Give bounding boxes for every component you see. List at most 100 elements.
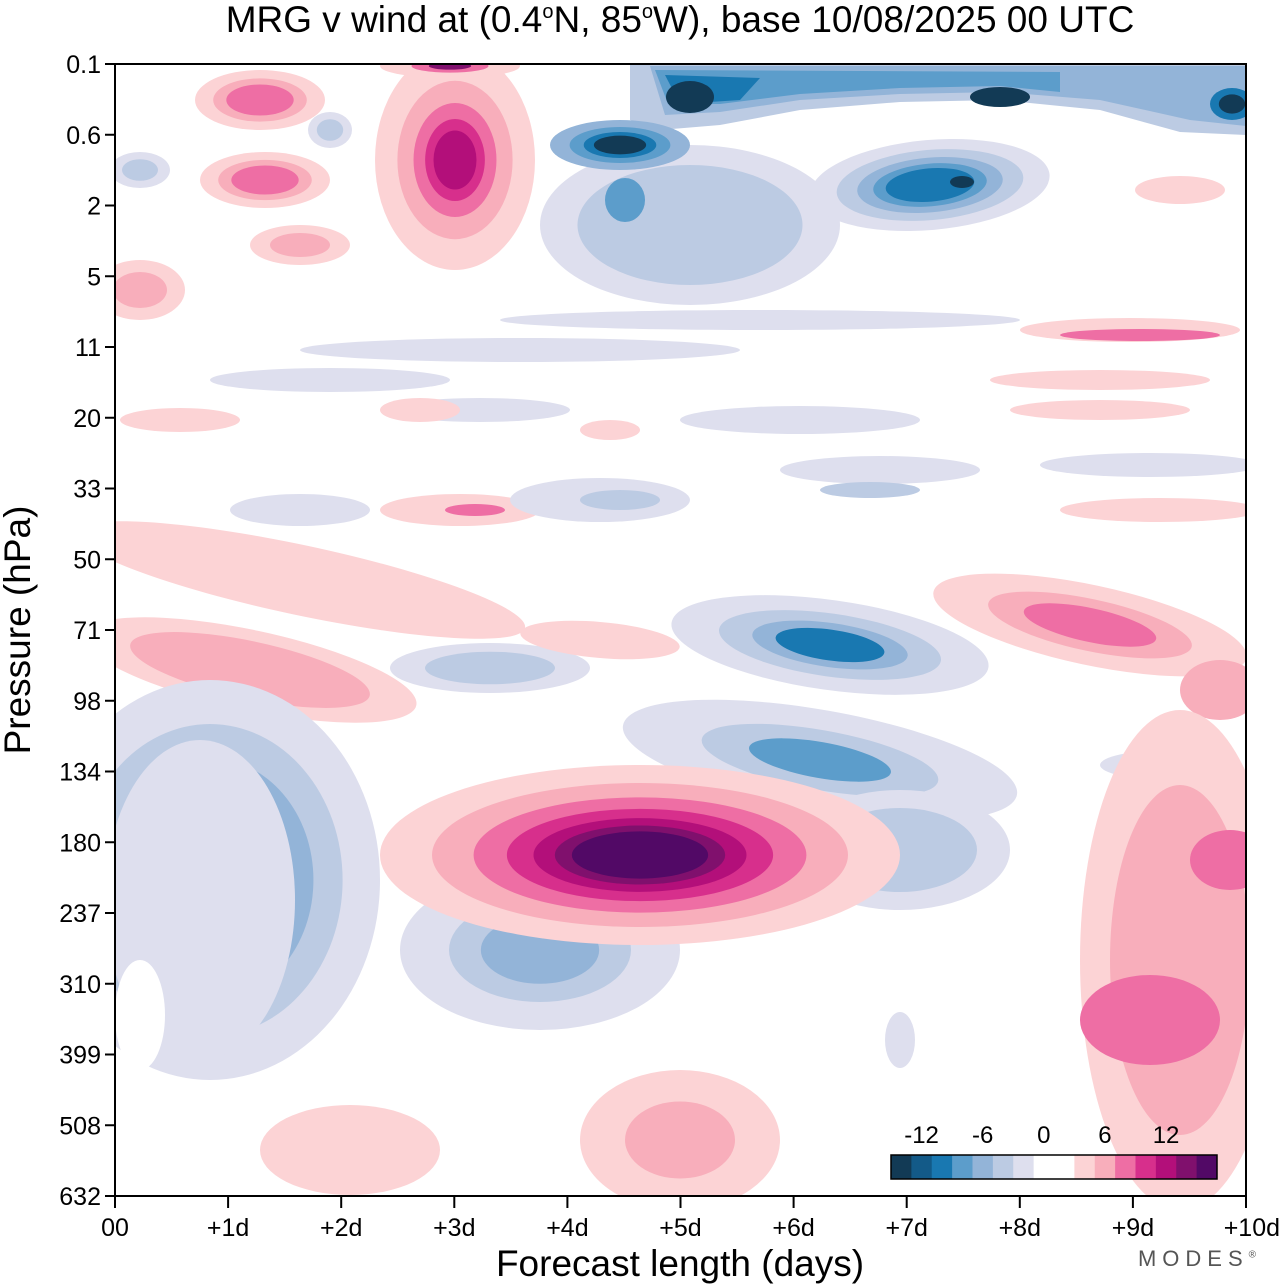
- colorbar-swatch: [891, 1155, 912, 1179]
- colorbar-swatch: [1013, 1155, 1035, 1179]
- neg-71-small-level-2: [425, 651, 555, 685]
- strat-layer-2-level-1: [500, 310, 1020, 330]
- x-tick-label: +2d: [320, 1214, 362, 1242]
- mid-upper-neg-level-2: [577, 165, 803, 285]
- strat-layer-5-level-1: [780, 456, 980, 484]
- strat-layer-4-level-1: [680, 406, 920, 434]
- pos-65-right-level-3: [1023, 603, 1157, 647]
- strat-pos-core-level-1: [1060, 329, 1220, 341]
- x-tick-label: +1d: [207, 1214, 249, 1242]
- neg-core-75-level-5: [885, 167, 975, 203]
- modes-logo: MODES®: [1137, 1246, 1256, 1271]
- colorbar-swatch: [1074, 1155, 1096, 1179]
- x-axis-label: Forecast length (days): [496, 1243, 864, 1284]
- colorbar-swatch: [1033, 1155, 1055, 1179]
- y-tick-label: 632: [59, 1183, 101, 1211]
- colorbar-tick-label: 6: [1098, 1122, 1111, 1149]
- pos-5d-bottom-level-2: [625, 1101, 735, 1179]
- upper-neg-core-3-level-2: [1218, 94, 1246, 114]
- y-axis-label: Pressure (hPa): [0, 506, 38, 755]
- x-tick-label: +9d: [1112, 1214, 1154, 1242]
- pos-3d-bottom-level-1: [260, 1105, 440, 1195]
- y-axis: 0.1 0.6 2 5 11 20 33 50 71 98 134 180 237 310 399 508 63…: [59, 51, 115, 1211]
- pos-top-edge-level-3: [428, 64, 472, 70]
- y-tick-label: 71: [73, 617, 101, 645]
- colorbar-swatch: [972, 1155, 994, 1179]
- pos-right-2hpa-level-1: [1135, 176, 1225, 204]
- pos-diag-71-level-2: [130, 632, 370, 708]
- pos-55d-lower-level-7: [571, 831, 709, 879]
- y-tick-label: 20: [73, 405, 101, 433]
- strat-layer-0-level-1: [210, 368, 450, 392]
- y-tick-label: 98: [73, 688, 101, 716]
- x-axis: 00 +1d +2d +3d +4d +5d +6d +7d +8d +9d +10d: [101, 1196, 1280, 1242]
- colorbar-swatch: [1176, 1155, 1198, 1179]
- x-tick-label: +7d: [885, 1214, 927, 1242]
- pos-left-5hpa-level-2: [115, 272, 167, 308]
- colorbar-tick-label: -6: [972, 1122, 993, 1149]
- neg-134-hpa-level-3: [749, 738, 891, 782]
- pos-9d-core-level-1: [1080, 975, 1220, 1065]
- strat-layer-9-level-1: [990, 370, 1210, 390]
- y-tick-label: 33: [73, 476, 101, 504]
- pos-right-edge-180-level-1: [1190, 830, 1246, 890]
- neg-core-75-dark-level-1: [950, 176, 974, 188]
- x-tick-label: +5d: [659, 1214, 701, 1242]
- chart-title: MRG v wind at (0.4oN, 85oW), base 10/08/…: [226, 0, 1135, 40]
- neg-1d-lower-ext-level-1: [115, 740, 295, 1060]
- y-tick-label: 0.1: [66, 51, 101, 79]
- y-tick-label: 310: [59, 971, 101, 999]
- y-tick-label: 237: [59, 900, 101, 928]
- y-tick-label: 2: [87, 193, 101, 221]
- strat-neg-core-2-level-1: [820, 482, 920, 498]
- y-tick-label: 5: [87, 263, 101, 291]
- y-tick-label: 0.6: [66, 122, 101, 150]
- colorbar-swatch: [952, 1155, 973, 1179]
- x-tick-label: +8d: [999, 1214, 1041, 1242]
- strat-layer-16-level-1: [580, 420, 640, 440]
- pos-diag-50-level-1: [115, 521, 526, 639]
- x-tick-label: 00: [101, 1214, 129, 1242]
- strat-layer-13-level-1: [1060, 498, 1246, 522]
- neg-small-2d-level-2: [316, 119, 344, 141]
- colorbar-swatch: [1135, 1155, 1157, 1179]
- y-tick-label: 11: [75, 334, 101, 362]
- y-tick-label: 134: [59, 759, 101, 787]
- y-tick-label: 180: [59, 829, 101, 857]
- colorbar-swatch: [1115, 1155, 1136, 1179]
- strat-layer-12-level-1: [230, 494, 370, 526]
- colorbar-frame: [890, 1154, 1218, 1180]
- colorbar-tick-label: 0: [1037, 1122, 1050, 1149]
- colorbar-tick-label: -12: [904, 1122, 939, 1149]
- y-tick-label: 50: [73, 546, 101, 574]
- pos-1d-upper-level-3: [226, 84, 294, 116]
- strat-layer-14-level-1: [120, 408, 240, 432]
- neg-left-top-level-2: [122, 159, 158, 181]
- colorbar-swatch: [1094, 1155, 1116, 1179]
- pos-1d-lower-level-3: [231, 165, 299, 195]
- neg-core-45-level-4: [593, 135, 647, 155]
- upper-neg-core-2-level-1: [970, 87, 1030, 107]
- x-tick-label: +10d: [1224, 1214, 1280, 1242]
- colorbar-swatch: [1054, 1155, 1075, 1179]
- neg-71-hpa-level-4: [775, 627, 885, 663]
- x-tick-label: +6d: [772, 1214, 814, 1242]
- x-tick-label: +3d: [433, 1214, 475, 1242]
- colorbar-swatch: [911, 1155, 933, 1179]
- upper-neg-core-level-1: [666, 81, 714, 113]
- neg-spot-7d-level-1: [885, 1012, 915, 1068]
- colorbar-tick-label: 12: [1153, 1122, 1180, 1149]
- strat-layer-7-level-1: [1010, 400, 1190, 420]
- strat-pos-core-2-level-1: [445, 504, 505, 516]
- strat-layer-15-level-1: [380, 398, 460, 422]
- pos-right-edge-98-level-1: [1180, 660, 1246, 720]
- strat-layer-1-level-1: [300, 338, 740, 362]
- colorbar-legend: -12 -6 0 6 12: [890, 1122, 1218, 1180]
- colorbar-swatch: [1196, 1155, 1218, 1179]
- colorbar-swatch: [1155, 1155, 1177, 1179]
- pos-2d-small-level-2: [270, 233, 330, 257]
- white-gap-left-level-1: [115, 960, 165, 1070]
- pos-71-mid-level-1: [520, 620, 680, 660]
- x-tick-label: +4d: [546, 1214, 588, 1242]
